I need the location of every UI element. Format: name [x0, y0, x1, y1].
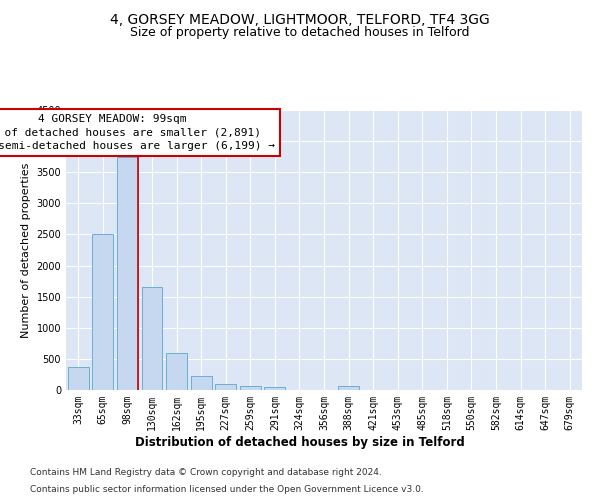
Bar: [191, 376, 212, 390]
Bar: [338, 386, 359, 390]
Text: Distribution of detached houses by size in Telford: Distribution of detached houses by size …: [135, 436, 465, 449]
Bar: [166, 354, 187, 390]
Text: Contains public sector information licensed under the Open Government Licence v3: Contains public sector information licen…: [30, 484, 424, 494]
Text: Contains HM Land Registry data © Crown copyright and database right 2024.: Contains HM Land Registry data © Crown c…: [30, 468, 382, 477]
Bar: [215, 384, 236, 390]
Bar: [117, 156, 138, 390]
Text: 4 GORSEY MEADOW: 99sqm
← 31% of detached houses are smaller (2,891)
67% of semi-: 4 GORSEY MEADOW: 99sqm ← 31% of detached…: [0, 114, 275, 151]
Text: Size of property relative to detached houses in Telford: Size of property relative to detached ho…: [130, 26, 470, 39]
Bar: [92, 234, 113, 390]
Bar: [142, 288, 163, 390]
Bar: [68, 366, 89, 390]
Bar: [265, 387, 286, 390]
Text: 4, GORSEY MEADOW, LIGHTMOOR, TELFORD, TF4 3GG: 4, GORSEY MEADOW, LIGHTMOOR, TELFORD, TF…: [110, 12, 490, 26]
Y-axis label: Number of detached properties: Number of detached properties: [21, 162, 31, 338]
Bar: [240, 386, 261, 390]
